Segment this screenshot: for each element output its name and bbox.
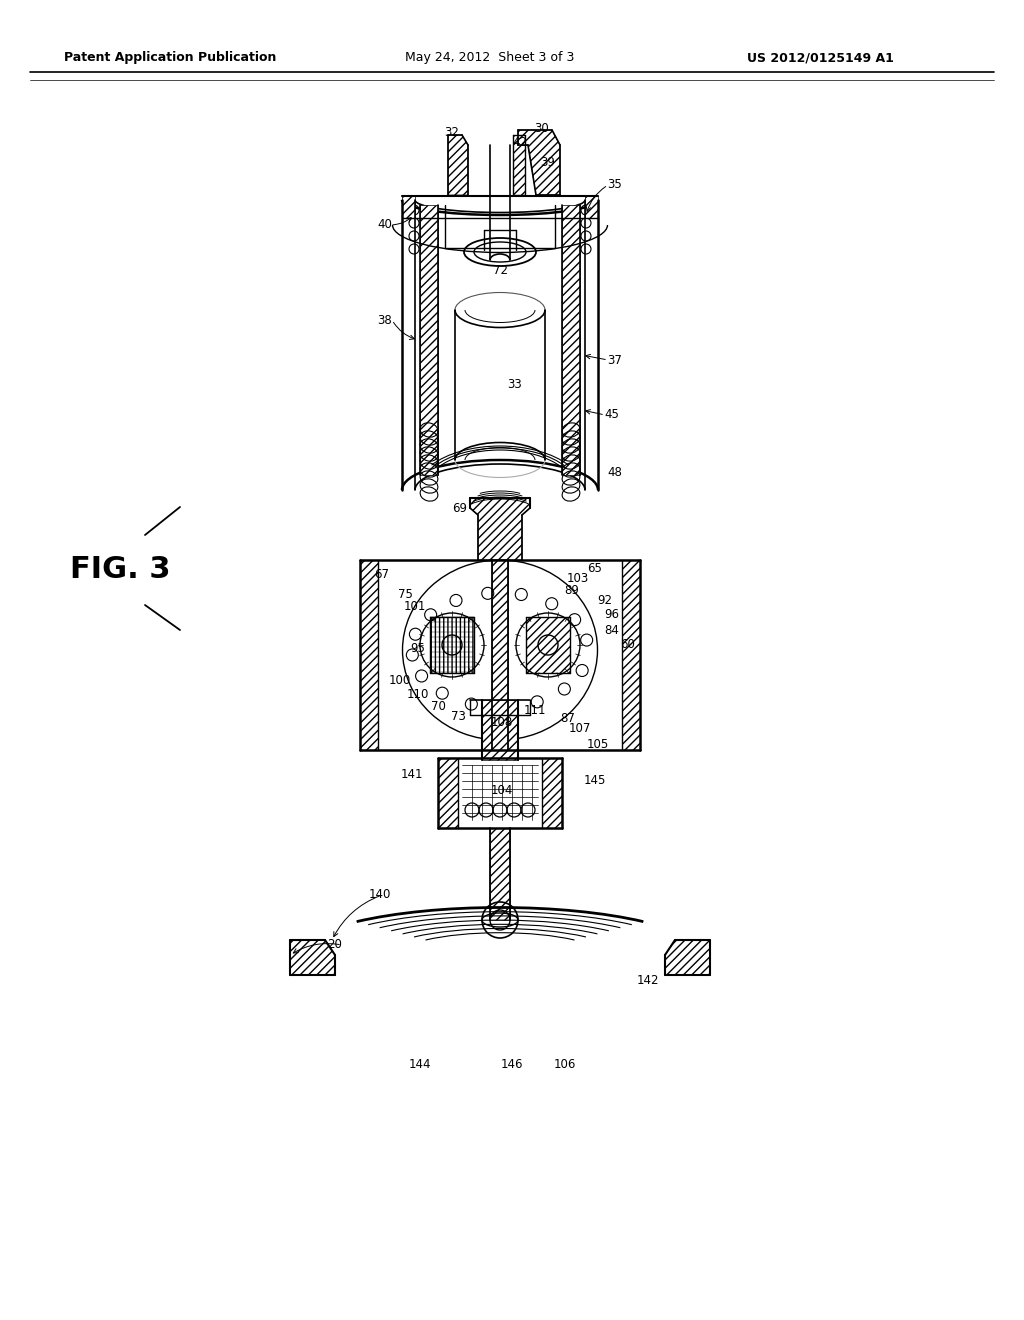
Text: Patent Application Publication: Patent Application Publication [63,51,276,65]
Text: 72: 72 [493,264,508,276]
Text: 40: 40 [378,219,392,231]
Polygon shape [290,940,335,975]
Text: May 24, 2012  Sheet 3 of 3: May 24, 2012 Sheet 3 of 3 [406,51,574,65]
Bar [402,195,415,218]
Bar [490,828,510,920]
Text: 65: 65 [588,561,602,574]
Text: 35: 35 [607,178,623,191]
Bar [562,205,580,475]
Bar [482,700,518,760]
Text: 108: 108 [490,717,513,730]
Text: 67: 67 [375,569,389,582]
Text: 42: 42 [512,136,527,149]
Text: 60: 60 [621,639,636,652]
Text: 103: 103 [567,572,589,585]
Text: 110: 110 [407,689,429,701]
Polygon shape [470,498,530,560]
Bar [492,560,508,750]
Text: 101: 101 [403,601,426,614]
Text: 33: 33 [508,379,522,392]
Bar [585,195,598,218]
Text: FIG. 3: FIG. 3 [70,556,170,585]
Polygon shape [513,135,525,195]
Text: 89: 89 [564,583,580,597]
Text: 142: 142 [637,974,659,986]
Text: 105: 105 [587,738,609,751]
Text: 111: 111 [523,704,546,717]
Text: 69: 69 [453,502,468,515]
Text: 20: 20 [328,939,342,952]
Text: 70: 70 [430,701,445,714]
Text: 87: 87 [560,711,575,725]
Text: 75: 75 [397,587,413,601]
Text: 32: 32 [444,127,460,140]
Text: 45: 45 [604,408,620,421]
Polygon shape [518,129,560,195]
Text: 48: 48 [607,466,623,479]
Text: 73: 73 [451,710,466,722]
Polygon shape [449,135,468,195]
Text: US 2012/0125149 A1: US 2012/0125149 A1 [746,51,893,65]
Text: 140: 140 [369,888,391,902]
Text: 30: 30 [535,121,549,135]
Text: 92: 92 [597,594,612,606]
Text: 100: 100 [389,673,411,686]
Bar [420,205,438,475]
Text: 84: 84 [604,623,620,636]
Text: 145: 145 [584,774,606,787]
Polygon shape [665,940,710,975]
Text: 96: 96 [604,607,620,620]
Bar [438,758,458,828]
Text: 38: 38 [378,314,392,326]
Text: 37: 37 [607,354,623,367]
Bar [526,616,570,673]
Text: 146: 146 [501,1059,523,1072]
Bar [430,616,474,673]
Bar [542,758,562,828]
Text: 107: 107 [568,722,591,734]
Text: 106: 106 [554,1059,577,1072]
Text: 95: 95 [411,642,425,655]
Text: 104: 104 [490,784,513,796]
Bar [360,560,378,750]
Text: 141: 141 [400,768,423,781]
Bar [622,560,640,750]
Text: 39: 39 [541,156,555,169]
Text: 144: 144 [409,1059,431,1072]
